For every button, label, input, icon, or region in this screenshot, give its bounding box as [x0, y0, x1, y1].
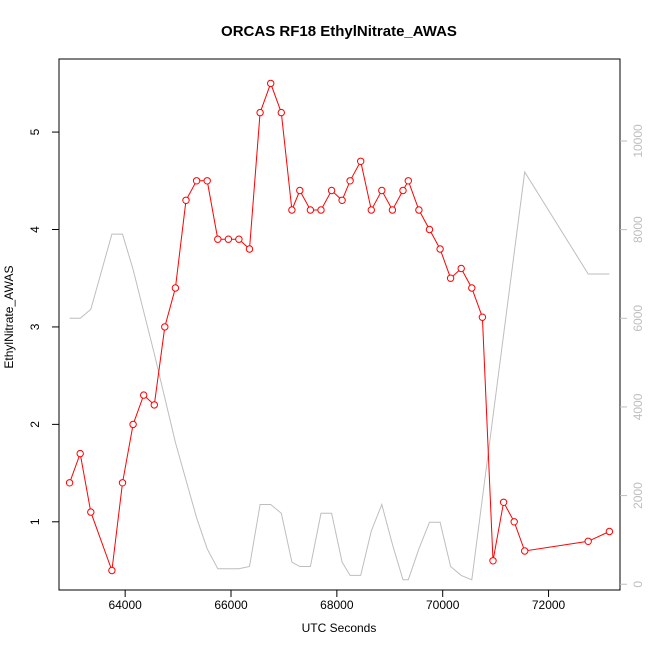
data-point-primary-19: [277, 108, 285, 117]
plot-frame: [58, 58, 621, 591]
x-axis-label: UTC Seconds: [302, 621, 377, 635]
data-point-primary-16: [245, 245, 254, 253]
x-tick-label-2: 68000: [320, 598, 354, 612]
data-point-primary-13: [214, 235, 222, 243]
data-point-primary-2: [87, 508, 95, 516]
data-point-primary-20: [288, 206, 296, 214]
data-point-primary-24: [327, 186, 336, 195]
data-point-primary-17: [256, 108, 264, 117]
y-axis-left: 1 2 3 4 5: [28, 128, 59, 525]
data-point-primary-26: [346, 177, 354, 185]
data-point-primary-27: [357, 157, 365, 166]
data-point-primary-4: [118, 479, 127, 487]
data-point-primary-11: [192, 177, 201, 185]
data-point-primary-3: [108, 566, 116, 575]
y2-tick-label-3: 6000: [631, 305, 645, 332]
data-point-primary-12: [203, 177, 211, 185]
chart-title: ORCAS RF18 EthylNitrate_AWAS: [221, 23, 457, 40]
y2-tick-label-4: 8000: [631, 216, 645, 243]
data-point-primary-28: [367, 206, 375, 214]
data-point-primary-8: [161, 323, 169, 331]
x-tick-label-0: 64000: [108, 598, 142, 612]
y2-tick-label-2: 4000: [631, 393, 645, 420]
data-point-primary-35: [436, 245, 444, 253]
y2-tick-label-0: 0: [631, 581, 645, 588]
data-point-primary-14: [224, 235, 233, 243]
y-tick-label-2: 3: [28, 323, 42, 330]
data-point-primary-21: [296, 186, 304, 195]
data-point-primary-41: [499, 498, 508, 506]
series-line-primary: [69, 81, 610, 571]
data-point-primary-25: [338, 196, 346, 205]
series-layer: [65, 79, 614, 581]
data-point-primary-5: [129, 420, 137, 429]
data-point-primary-23: [317, 206, 325, 214]
x-tick-label-3: 70000: [426, 598, 460, 612]
data-point-primary-43: [521, 547, 529, 555]
y-axis-right: 0 2000 4000 6000 8000 10000: [620, 124, 645, 588]
data-point-primary-36: [446, 274, 455, 282]
data-point-primary-42: [510, 518, 518, 526]
data-point-primary-22: [306, 206, 315, 214]
data-point-primary-39: [478, 313, 487, 321]
data-point-primary-1: [76, 449, 84, 458]
data-point-primary-18: [267, 79, 275, 88]
data-point-primary-33: [415, 206, 423, 214]
data-point-primary-15: [235, 235, 243, 243]
y-tick-label-3: 4: [28, 226, 42, 233]
data-point-primary-38: [468, 284, 476, 292]
data-point-primary-30: [388, 206, 397, 214]
y2-tick-label-5: 10000: [631, 124, 645, 158]
data-point-primary-44: [584, 537, 592, 545]
data-point-primary-32: [404, 177, 412, 185]
x-axis: 64000 66000 68000 70000 72000: [108, 590, 566, 612]
data-point-primary-45: [605, 527, 614, 536]
y-tick-label-4: 5: [28, 128, 42, 135]
data-point-primary-6: [140, 391, 148, 399]
x-tick-label-1: 66000: [214, 598, 248, 612]
y-tick-label-1: 2: [28, 421, 42, 428]
data-point-primary-40: [489, 557, 497, 565]
x-tick-label-4: 72000: [532, 598, 566, 612]
data-point-primary-9: [171, 284, 180, 292]
data-point-primary-0: [65, 479, 74, 487]
y-axis-label: EthylNitrate_AWAS: [2, 265, 16, 368]
data-point-primary-7: [150, 401, 159, 409]
data-point-primary-31: [399, 186, 407, 195]
data-point-primary-29: [378, 186, 386, 195]
data-point-primary-34: [425, 225, 434, 234]
y2-tick-label-1: 2000: [631, 482, 645, 509]
data-point-primary-37: [457, 264, 465, 273]
series-line-secondary: [69, 170, 610, 581]
y-tick-label-0: 1: [28, 518, 42, 525]
data-point-primary-10: [182, 196, 190, 205]
